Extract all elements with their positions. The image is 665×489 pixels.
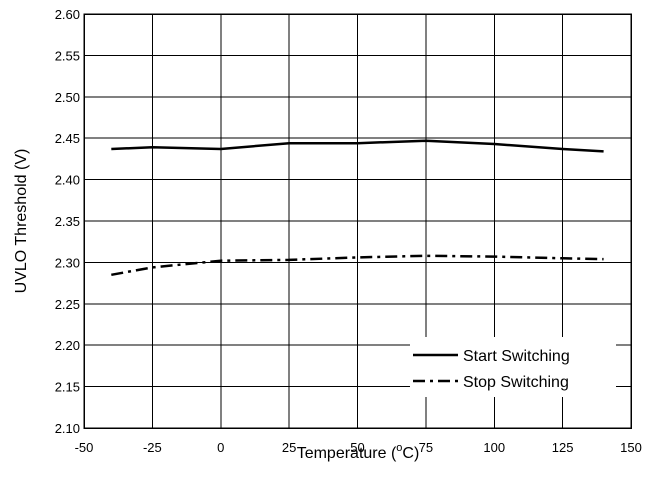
x-tick-label: 25 (282, 440, 296, 455)
series-line-stop-switching (111, 254, 604, 277)
x-tick-label: 125 (552, 440, 574, 455)
x-tick-label: -25 (143, 440, 162, 455)
x-tick-label: 50 (350, 440, 364, 455)
y-tick-label: 2.35 (55, 214, 80, 229)
y-tick-label: 2.55 (55, 48, 80, 63)
x-axis-ticks: -50 -25 0 25 50 75 100 125 150 (75, 440, 642, 455)
legend-background (410, 337, 616, 397)
series-layer (111, 139, 604, 277)
x-tick-label: 0 (217, 440, 224, 455)
y-axis-ticks: 2.10 2.15 2.20 2.25 2.30 2.35 2.40 2.45 2.50 2.55… (55, 7, 80, 436)
x-tick-label: 150 (620, 440, 642, 455)
y-tick-label: 2.25 (55, 297, 80, 312)
x-tick-label: 100 (483, 440, 505, 455)
x-axis-title: Temperature (oC) (297, 442, 420, 462)
series-line-start-switching (111, 139, 604, 153)
y-axis-title: UVLO Threshold (V) (13, 149, 30, 294)
y-tick-label: 2.45 (55, 131, 80, 146)
y-tick-label: 2.15 (55, 380, 80, 395)
y-tick-label: 2.60 (55, 7, 80, 22)
legend: Start Switching Stop Switching (410, 337, 616, 397)
legend-label-stop-switching: Stop Switching (463, 374, 569, 391)
y-tick-label: 2.20 (55, 338, 80, 353)
x-tick-label: 75 (419, 440, 433, 455)
legend-label-start-switching: Start Switching (463, 348, 570, 365)
plot-frame (83, 13, 632, 429)
x-tick-label: -50 (75, 440, 94, 455)
y-tick-label: 2.10 (55, 421, 80, 436)
y-tick-label: 2.40 (55, 173, 80, 188)
y-tick-label: 2.50 (55, 90, 80, 105)
y-tick-label: 2.30 (55, 255, 80, 270)
